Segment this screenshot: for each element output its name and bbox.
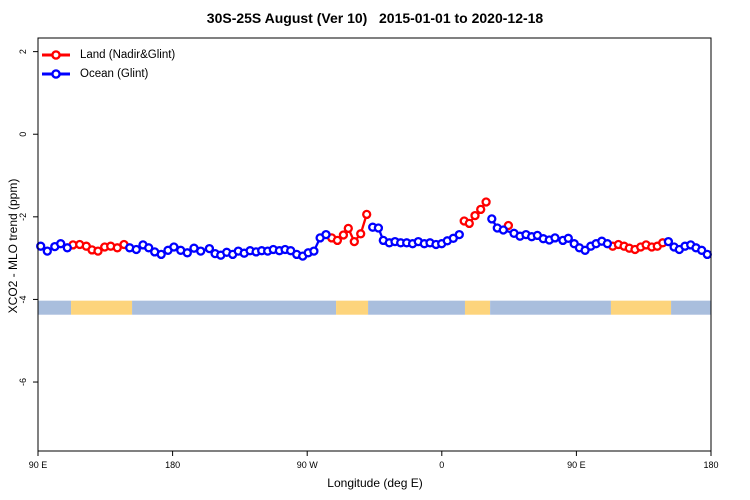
y-axis-tick-label: -6	[18, 378, 28, 386]
x-axis-tick-label: 90 E	[29, 460, 48, 470]
ocean-series-point	[487, 214, 497, 224]
x-axis-tick-label: 90 E	[567, 460, 586, 470]
land-series-point	[476, 204, 486, 215]
land-series-point	[338, 230, 349, 240]
x-axis-tick-label: 180	[703, 460, 718, 470]
ocean-series-point	[563, 233, 573, 243]
band-segment-ocean	[38, 300, 72, 315]
land-series-point	[343, 223, 353, 234]
ocean-series-point	[602, 239, 613, 249]
band-segment-ocean	[490, 300, 611, 315]
ocean-series-point	[62, 243, 72, 253]
x-axis-title: Longitude (deg E)	[327, 476, 423, 490]
y-axis-tick-label: -4	[18, 295, 28, 303]
land-series-point	[332, 235, 343, 246]
y-axis-tick-label: 2	[18, 49, 28, 54]
ocean-series-swatch-icon	[42, 68, 70, 79]
ocean-series-point	[144, 243, 154, 253]
ocean-series-point	[56, 239, 66, 249]
legend-item-land: Land (Nadir&Glint)	[41, 45, 175, 64]
ocean-series-point	[156, 249, 166, 260]
ocean-series-point	[204, 243, 215, 254]
ocean-series-point	[550, 233, 560, 243]
land-series-swatch-icon	[42, 49, 70, 60]
land-series-point	[470, 210, 480, 221]
ocean-series-point	[42, 246, 52, 256]
ocean-series-point	[169, 242, 179, 252]
ocean-series-point	[196, 246, 206, 256]
land-series-point	[349, 236, 359, 247]
chart-title: 30S-25S August (Ver 10) 2015-01-01 to 20…	[206, 10, 544, 26]
ocean-series-point	[663, 236, 674, 247]
land-series-point	[362, 209, 372, 220]
legend-label-land: Land (Nadir&Glint)	[80, 48, 176, 61]
band-segment-land	[336, 300, 369, 315]
x-axis-tick-label: 0	[439, 460, 444, 470]
band-segment-land	[71, 300, 133, 315]
ocean-series-point	[373, 223, 384, 233]
band-segment-ocean	[132, 300, 337, 315]
ocean-series-point	[182, 248, 192, 258]
band-segment-ocean	[368, 300, 465, 315]
ocean-series-point	[498, 225, 508, 235]
land-series-point	[481, 197, 491, 207]
y-axis-tick-label: -2	[18, 213, 28, 221]
ocean-series-point	[454, 229, 464, 240]
land-series-point	[464, 218, 474, 229]
land-series-point	[356, 229, 366, 239]
x-axis-tick-label: 90 W	[297, 460, 319, 470]
legend-item-ocean: Ocean (Glint)	[41, 64, 175, 83]
legend: Land (Nadir&Glint) Ocean (Glint)	[41, 45, 175, 83]
land-series-point	[93, 246, 103, 256]
ocean-series-point	[702, 249, 712, 260]
plot-border	[37, 37, 712, 452]
ocean-series-point	[309, 246, 319, 256]
ocean-series-point	[36, 241, 46, 251]
legend-label-ocean: Ocean (Glint)	[80, 67, 149, 80]
band-segment-ocean	[671, 300, 711, 315]
y-axis-tick-label: 0	[18, 132, 28, 137]
x-axis-tick-label: 180	[165, 460, 180, 470]
ocean-series-point	[321, 229, 331, 240]
band-segment-land	[464, 300, 491, 315]
band-segment-land	[610, 300, 672, 315]
ocean-series-point	[131, 244, 141, 255]
